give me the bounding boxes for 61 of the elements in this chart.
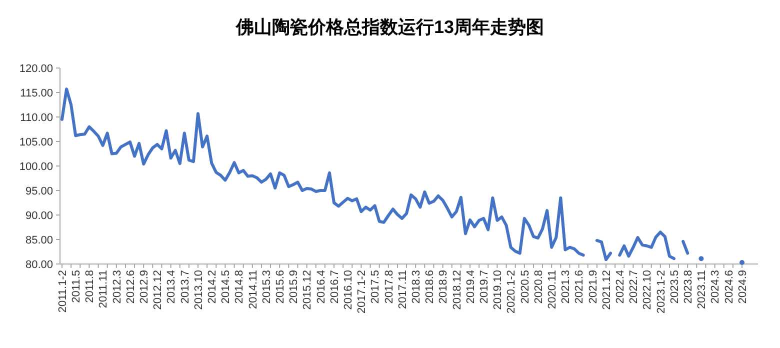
x-tick-label: 2015.9 <box>288 270 300 304</box>
x-tick-label: 2011.1-2 <box>56 270 69 313</box>
x-tick-label: 2016.7 <box>328 270 341 304</box>
x-tick-label: 2022.10 <box>642 270 654 310</box>
y-tick-label: 90.00 <box>25 210 53 222</box>
x-tick-label: 2023.8 <box>682 270 694 304</box>
x-tick-label: 2019.4 <box>464 270 477 304</box>
x-tick-label: 2017.8 <box>383 270 396 304</box>
x-tick-label: 2021.9 <box>587 270 600 304</box>
y-tick-label: 105.00 <box>19 136 53 148</box>
y-tick-label: 80.00 <box>25 258 53 271</box>
x-tick-label: 2017.11 <box>396 270 409 309</box>
x-tick-label: 2015.3 <box>260 270 273 304</box>
x-tick-label: 2015.6 <box>274 270 286 304</box>
chart-title: 佛山陶瓷价格总指数运行13周年走势图 <box>234 17 544 37</box>
x-tick-label: 2018.3 <box>410 270 422 304</box>
x-tick-label: 2017.5 <box>370 270 382 304</box>
x-tick-label: 2014.11 <box>247 270 260 309</box>
x-tick-label: 2022.4 <box>614 270 626 304</box>
x-tick-label: 2012.12 <box>152 270 164 310</box>
x-tick-label: 2014.2 <box>206 270 218 304</box>
x-tick-label: 2015.12 <box>302 270 314 310</box>
x-tick-label: 2023.5 <box>668 270 681 304</box>
x-tick-label: 2019.10 <box>492 270 504 310</box>
x-tick-label: 2020.5 <box>519 270 532 304</box>
x-tick-label: 2014.8 <box>234 270 246 304</box>
x-tick-label: 2012.6 <box>124 270 137 304</box>
x-tick-label: 2018.12 <box>451 270 464 310</box>
x-tick-label: 2019.7 <box>478 270 490 304</box>
x-tick-label: 2012.3 <box>111 270 124 304</box>
x-tick-label: 2011.5 <box>70 270 82 303</box>
x-tick-label: 2021.6 <box>574 270 586 304</box>
y-tick-label: 110.00 <box>20 112 53 124</box>
x-tick-label: 2013.10 <box>192 270 205 310</box>
x-tick-label: 2022.7 <box>628 270 640 304</box>
x-tick-label: 2013.4 <box>166 270 178 304</box>
y-tick-label: 95.00 <box>25 185 53 198</box>
x-tick-label: 2020.1-2 <box>506 270 518 314</box>
x-tick-label: 2018.6 <box>424 270 436 304</box>
x-tick-label: 2012.9 <box>138 270 150 304</box>
x-tick-label: 2018.9 <box>438 270 450 304</box>
x-tick-label: 2024.3 <box>710 270 722 304</box>
x-tick-label: 2016.10 <box>342 270 354 310</box>
x-tick-label: 2020.11 <box>546 270 558 309</box>
x-tick-label: 2021.3 <box>560 270 572 304</box>
x-tick-label: 2021.12 <box>600 270 613 310</box>
x-tick-label: 2016.4 <box>315 270 328 304</box>
x-tick-label: 2014.5 <box>220 270 232 304</box>
x-tick-label: 2024.6 <box>723 270 736 304</box>
y-tick-label: 120.00 <box>19 62 53 75</box>
x-tick-label: 2020.8 <box>532 270 545 304</box>
x-tick-label: 2017.1-2 <box>356 270 368 314</box>
x-tick-label: 2024.9 <box>736 270 749 304</box>
y-tick-label: 85.00 <box>25 234 53 246</box>
x-tick-label: 2023.1-2 <box>655 270 668 314</box>
x-tick-label: 2011.8 <box>84 270 96 303</box>
y-tick-label: 100.00 <box>19 160 53 173</box>
x-tick-label: 2023.11 <box>696 270 708 309</box>
y-tick-label: 115.00 <box>20 87 53 100</box>
x-tick-label: 2013.7 <box>179 270 192 304</box>
x-tick-label: 2011.11 <box>98 270 110 308</box>
